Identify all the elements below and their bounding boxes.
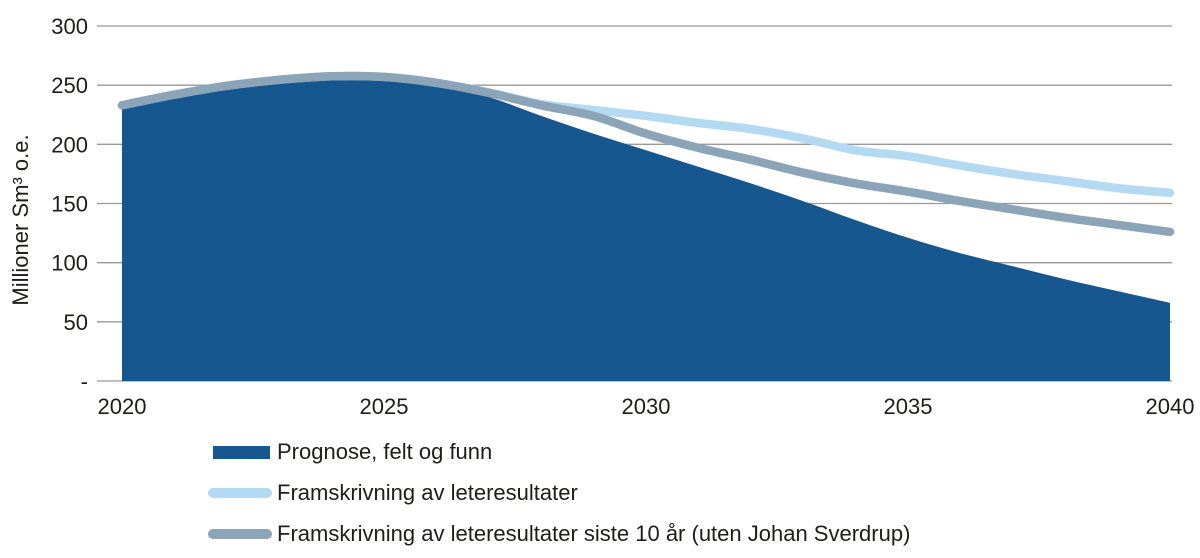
y-tick-label-100: 100 [51,251,88,276]
y-tick-label-150: 150 [51,192,88,217]
y-axis-title: Millioner Sm³ o.e. [8,134,33,306]
x-tick-label-2040: 2040 [1146,394,1195,419]
x-tick-label-2020: 2020 [98,394,147,419]
x-tick-label-2025: 2025 [360,394,409,419]
area-series-0 [122,77,1170,382]
legend-label-framskrivning: Framskrivning av leteresultater [277,480,578,505]
legend-item-framskrivning-siste-10: Framskrivning av leteresultater siste 10… [208,521,910,547]
y-tick-label-250: 250 [51,73,88,98]
x-tick-label-2030: 2030 [622,394,671,419]
y-tick-label-200: 200 [51,132,88,157]
legend-item-prognose: Prognose, felt og funn [208,439,910,465]
line-series-2 [117,71,1175,237]
legend-item-framskrivning: Framskrivning av leteresultater [208,480,910,506]
legend: Prognose, felt og funn Framskrivning av … [208,439,910,547]
y-tick-label-50: 50 [64,310,88,335]
legend-label-framskrivning-siste-10: Framskrivning av leteresultater siste 10… [277,521,911,546]
legend-swatch-prognose [213,445,270,459]
x-tick-label-2035: 2035 [884,394,933,419]
legend-swatch-framskrivning-siste-10 [208,529,272,539]
y-tick-label-300: 300 [51,14,88,39]
y-tick-label-0: - [81,369,88,394]
legend-label-prognose: Prognose, felt og funn [277,439,493,464]
legend-swatch-framskrivning [208,488,272,498]
